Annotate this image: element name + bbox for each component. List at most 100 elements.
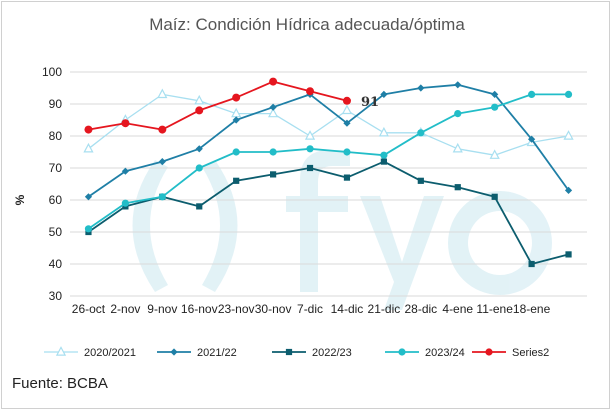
series-line-2021-22 xyxy=(87,83,570,198)
point-2021-22-23-nov xyxy=(232,116,240,124)
point-2022-23-16-nov xyxy=(196,203,203,210)
gridlines xyxy=(70,71,587,297)
point-2021-22-16-nov xyxy=(195,145,203,153)
point-series2-2-nov xyxy=(121,119,130,128)
y-tick-labels: 30 40 50 60 70 80 90 100 xyxy=(42,65,62,303)
x-tick-7-dic: 7-dic xyxy=(297,302,323,316)
chart-title: Maíz: Condición Hídrica adecuada/óptima xyxy=(149,15,465,34)
series-group xyxy=(83,77,574,268)
point-2021-22-4-ene xyxy=(454,81,462,89)
series-line-series2 xyxy=(88,80,348,131)
legend-label-2020-2021: 2020/2021 xyxy=(84,347,136,359)
point-2020-2021-16-nov xyxy=(194,94,205,105)
point-2023-24-26-oct xyxy=(84,225,93,233)
point-2022-23-18-ene xyxy=(528,260,535,268)
point-2023-24-21-dic xyxy=(380,151,388,159)
point-2022-23-11-ene xyxy=(491,193,498,200)
x-tick-28-dic: 28-dic xyxy=(404,302,437,316)
point-2021-22-30-nov xyxy=(269,103,277,111)
legend-item-2021-22: 2021/22 xyxy=(157,347,237,359)
point-2023-24-2-nov xyxy=(121,199,129,207)
point-2021-22-2-nov xyxy=(121,167,129,175)
legend-label-2022-23: 2022/23 xyxy=(312,347,352,359)
y-tick-90: 90 xyxy=(49,97,63,111)
legend-marker-2022-23 xyxy=(285,348,293,356)
watermark-logo xyxy=(132,150,552,310)
y-tick-40: 40 xyxy=(49,257,63,271)
legend-label-2023-24: 2023/24 xyxy=(425,347,465,359)
x-tick-2-nov: 2-nov xyxy=(110,302,140,316)
legend-item-2022-23: 2022/23 xyxy=(272,347,352,359)
point-2020-2021-21-dic xyxy=(378,126,389,137)
point-2021-22-26-oct xyxy=(84,193,93,201)
point-2020-2021-26-oct xyxy=(83,142,94,153)
y-tick-30: 30 xyxy=(49,289,63,303)
point-series2-30-nov xyxy=(269,77,278,86)
legend-label-2021-22: 2021/22 xyxy=(197,347,237,359)
point-2023-24-4-ene xyxy=(454,110,462,118)
point-2023-24-7-dic xyxy=(306,145,314,153)
point-series2-7-dic xyxy=(306,87,315,96)
point-2022-23-28-dic xyxy=(417,177,424,184)
point-series2-9-nov xyxy=(158,125,167,134)
point-2021-22-25-ene xyxy=(564,186,573,194)
point-2020-2021-14-dic xyxy=(341,104,353,115)
x-tick-16-nov: 16-nov xyxy=(181,302,218,316)
point-series2-14-dic xyxy=(342,96,351,105)
series-line-2022-23 xyxy=(87,160,569,265)
legend-marker-2023-24 xyxy=(398,348,406,356)
point-series2-23-nov xyxy=(232,93,241,102)
legend-item-2020-2021: 2020/2021 xyxy=(44,346,136,359)
x-tick-26-oct: 26-oct xyxy=(72,302,106,316)
point-2021-22-28-dic xyxy=(417,84,425,92)
point-2020-2021-7-dic xyxy=(304,130,316,140)
series-2021-22 xyxy=(84,81,573,201)
point-2020-2021-25-ene xyxy=(563,130,574,140)
point-series2-16-nov xyxy=(195,106,204,115)
y-tick-70: 70 xyxy=(49,161,63,175)
point-2021-22-18-ene xyxy=(528,135,536,143)
point-2023-24-23-nov xyxy=(232,148,240,156)
y-tick-100: 100 xyxy=(42,65,62,79)
legend-item-2023-24: 2023/24 xyxy=(385,347,465,359)
point-series2-26-oct xyxy=(84,125,93,134)
x-tick-21-dic: 21-dic xyxy=(368,302,401,316)
y-tick-80: 80 xyxy=(49,129,63,143)
point-2022-23-14-dic xyxy=(343,174,351,181)
x-tick-30-nov: 30-nov xyxy=(255,302,292,316)
watermark-logo-hole xyxy=(468,211,532,275)
point-2021-22-9-nov xyxy=(158,158,166,166)
point-2023-24-30-nov xyxy=(269,148,277,156)
x-tick-4-ene: 4-ene xyxy=(442,302,473,316)
point-2023-24-25-ene xyxy=(564,90,573,98)
series-line-2023-24 xyxy=(87,93,569,230)
y-axis-label: % xyxy=(13,194,27,205)
y-tick-50: 50 xyxy=(49,225,63,239)
x-tick-11-ene: 11-ene xyxy=(476,302,513,316)
point-2022-23-7-dic xyxy=(306,164,314,172)
point-2021-22-14-dic xyxy=(343,119,351,127)
x-tick-14-dic: 14-dic xyxy=(331,302,364,316)
y-tick-60: 60 xyxy=(49,193,63,207)
point-2023-24-11-ene xyxy=(491,103,499,111)
legend-item-series2: Series2 xyxy=(472,347,549,359)
x-tick-18-ene: 18-ene xyxy=(513,302,551,316)
legend: 2020/2021 2021/22 2022/23 2023/24 Series2 xyxy=(44,346,549,359)
point-2020-2021-9-nov xyxy=(157,88,168,99)
point-2021-22-11-ene xyxy=(491,90,499,98)
point-2023-24-16-nov xyxy=(195,164,203,172)
legend-marker-2021-22 xyxy=(170,348,178,356)
legend-label-series2: Series2 xyxy=(512,347,549,359)
point-2020-2021-11-ene xyxy=(489,149,500,159)
point-2022-23-21-dic xyxy=(380,158,387,165)
point-2023-24-28-dic xyxy=(417,129,425,137)
source-note: Fuente: BCBA xyxy=(12,375,108,392)
legend-marker-series2 xyxy=(485,348,493,356)
point-2023-24-18-ene xyxy=(528,90,536,98)
data-labels: 91 xyxy=(361,95,379,110)
series-line-2020-2021 xyxy=(88,93,569,156)
data-label-series2: 91 xyxy=(361,95,379,110)
point-2021-22-21-dic xyxy=(380,90,388,98)
point-2020-2021-30-nov xyxy=(268,107,279,118)
